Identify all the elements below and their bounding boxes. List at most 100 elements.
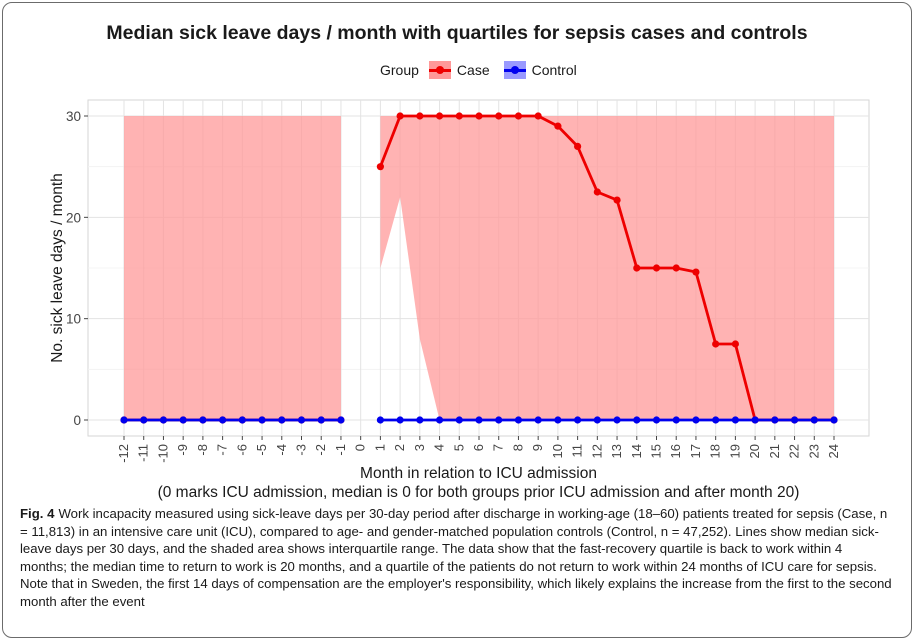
x-tick-label: 23 bbox=[806, 444, 821, 458]
data-point-control bbox=[179, 416, 187, 424]
data-point-case bbox=[416, 112, 424, 120]
data-point-case bbox=[613, 196, 621, 204]
x-tick-label: -8 bbox=[195, 444, 210, 456]
data-point-case bbox=[633, 264, 641, 272]
caption-label: Fig. 4 bbox=[20, 506, 55, 521]
data-point-case bbox=[593, 188, 601, 196]
x-axis-sublabel: (0 marks ICU admission, median is 0 for … bbox=[158, 484, 800, 501]
median-points bbox=[120, 112, 838, 424]
x-tick-label: 2 bbox=[392, 444, 407, 451]
data-point-control bbox=[238, 416, 246, 424]
x-tick-label: 1 bbox=[372, 444, 387, 451]
x-tick-label: -5 bbox=[254, 444, 269, 456]
x-tick-label: -1 bbox=[333, 444, 348, 456]
x-tick-label: 15 bbox=[649, 444, 664, 458]
data-point-control bbox=[278, 416, 286, 424]
x-tick-label: 9 bbox=[530, 444, 545, 451]
chart-title: Median sick leave days / month with quar… bbox=[106, 22, 808, 44]
x-tick-label: -11 bbox=[136, 444, 151, 462]
data-point-case bbox=[554, 122, 562, 130]
x-tick-label: 6 bbox=[471, 444, 486, 451]
x-tick-label: 21 bbox=[767, 444, 782, 458]
iqr-band-case bbox=[124, 116, 341, 420]
y-tick-label: 20 bbox=[66, 210, 81, 225]
data-point-case bbox=[514, 112, 523, 120]
data-point-case bbox=[712, 340, 720, 348]
data-point-control bbox=[140, 416, 148, 424]
caption-text: Work incapacity measured using sick-leav… bbox=[20, 506, 892, 609]
data-point-case bbox=[455, 112, 463, 120]
data-point-control bbox=[396, 416, 404, 424]
x-tick-label: 19 bbox=[727, 444, 742, 458]
data-point-control bbox=[534, 416, 542, 424]
x-tick-label: 24 bbox=[826, 444, 841, 458]
data-point-control bbox=[376, 416, 384, 424]
data-point-case bbox=[652, 264, 661, 272]
x-tick-label: -6 bbox=[234, 444, 249, 456]
figure-caption: Fig. 4 Work incapacity measured using sic… bbox=[20, 505, 892, 611]
x-tick-label: 8 bbox=[510, 444, 525, 451]
x-tick-label: -3 bbox=[294, 444, 309, 456]
legend-key-control bbox=[503, 61, 526, 79]
data-point-control bbox=[337, 416, 345, 424]
x-tick-label: 14 bbox=[629, 444, 644, 458]
y-axis: 0 10 20 30 bbox=[66, 109, 88, 428]
data-point-control bbox=[120, 416, 128, 424]
legend-label-control: Control bbox=[531, 62, 577, 78]
legend-key-case bbox=[428, 61, 451, 79]
data-point-control bbox=[159, 416, 168, 424]
x-tick-label: -9 bbox=[175, 444, 190, 456]
data-point-control bbox=[219, 416, 227, 424]
data-point-control bbox=[672, 416, 680, 424]
data-point-case bbox=[692, 268, 700, 276]
x-tick-label: -7 bbox=[215, 444, 230, 456]
x-tick-label: 22 bbox=[787, 444, 802, 458]
x-axis-label: Month in relation to ICU admission bbox=[360, 465, 597, 482]
data-point-control bbox=[514, 416, 523, 424]
y-axis-label: No. sick leave days / month bbox=[49, 173, 66, 363]
x-tick-label: 18 bbox=[708, 444, 723, 458]
data-point-control bbox=[495, 416, 503, 424]
x-tick-label: 12 bbox=[589, 444, 604, 458]
x-tick-label: 11 bbox=[570, 444, 585, 458]
x-tick-label: -12 bbox=[116, 444, 131, 463]
data-point-control bbox=[731, 416, 739, 424]
data-point-case bbox=[475, 112, 483, 120]
data-point-control bbox=[416, 416, 424, 424]
data-point-control bbox=[435, 416, 444, 424]
y-tick-label: 0 bbox=[73, 413, 81, 428]
x-tick-label: 20 bbox=[747, 444, 762, 458]
x-axis: -12 -11 -10 -9 -8 -7 -6 -5 -4 -3 -2 -1 0 1 2 3 4 5 6 7 8 9 10 1… bbox=[116, 436, 841, 463]
x-tick-label: -2 bbox=[313, 444, 328, 456]
data-point-control bbox=[199, 416, 207, 424]
x-tick-label: 13 bbox=[609, 444, 624, 458]
iqr-band-case bbox=[380, 116, 834, 420]
x-tick-label: 3 bbox=[412, 444, 427, 451]
data-point-case bbox=[376, 163, 384, 171]
data-point-control bbox=[593, 416, 601, 424]
data-point-control bbox=[258, 416, 266, 424]
data-point-control bbox=[692, 416, 700, 424]
x-tick-label: 4 bbox=[432, 444, 447, 451]
iqr-bands bbox=[124, 116, 834, 420]
data-point-control bbox=[633, 416, 641, 424]
data-point-control bbox=[751, 416, 759, 424]
x-tick-label: 0 bbox=[353, 444, 368, 451]
data-point-case bbox=[731, 340, 739, 348]
x-tick-label: 10 bbox=[550, 444, 565, 458]
legend: Group Case Control bbox=[380, 60, 591, 80]
y-tick-label: 30 bbox=[66, 109, 81, 124]
legend-label-case: Case bbox=[456, 62, 490, 78]
data-point-control bbox=[830, 416, 838, 424]
data-point-control bbox=[712, 416, 720, 424]
data-point-control bbox=[317, 416, 325, 424]
x-tick-label: 16 bbox=[668, 444, 683, 458]
data-point-control bbox=[810, 416, 818, 424]
data-point-control bbox=[297, 416, 306, 424]
x-tick-label: -10 bbox=[155, 444, 170, 463]
data-point-control bbox=[574, 416, 582, 424]
data-point-control bbox=[475, 416, 483, 424]
data-point-control bbox=[652, 416, 661, 424]
data-point-case bbox=[534, 112, 542, 120]
